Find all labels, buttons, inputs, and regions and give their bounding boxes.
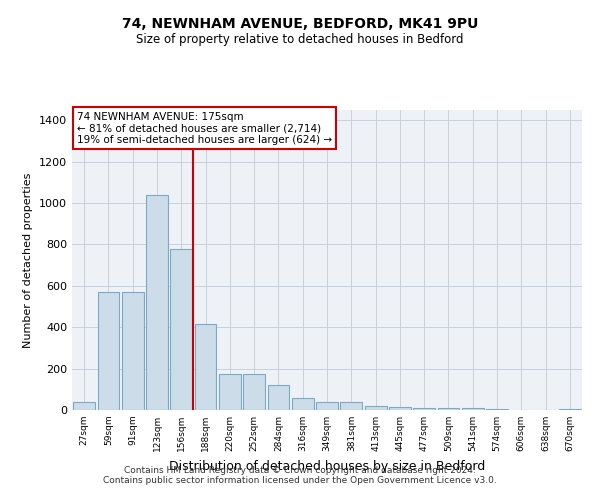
Bar (486, 409, 508, 410)
Bar (292, 398, 314, 410)
Bar (413, 408, 435, 410)
X-axis label: Distribution of detached houses by size in Bedford: Distribution of detached houses by size … (169, 460, 485, 472)
Bar (559, 409, 581, 410)
Bar (170, 248, 192, 410)
Bar (340, 402, 362, 410)
Bar (122, 292, 143, 410)
Bar (146, 195, 168, 410)
Bar (73, 402, 95, 410)
Bar (462, 408, 484, 410)
Bar (194, 324, 217, 410)
Text: 74 NEWNHAM AVENUE: 175sqm
← 81% of detached houses are smaller (2,714)
19% of se: 74 NEWNHAM AVENUE: 175sqm ← 81% of detac… (77, 112, 332, 144)
Y-axis label: Number of detached properties: Number of detached properties (23, 172, 34, 348)
Text: Size of property relative to detached houses in Bedford: Size of property relative to detached ho… (136, 32, 464, 46)
Bar (389, 407, 411, 410)
Bar (268, 385, 289, 410)
Bar (243, 374, 265, 410)
Bar (316, 402, 338, 410)
Bar (437, 408, 460, 410)
Bar (219, 374, 241, 410)
Bar (97, 292, 119, 410)
Text: Contains HM Land Registry data © Crown copyright and database right 2024.
Contai: Contains HM Land Registry data © Crown c… (103, 466, 497, 485)
Bar (365, 406, 386, 410)
Text: 74, NEWNHAM AVENUE, BEDFORD, MK41 9PU: 74, NEWNHAM AVENUE, BEDFORD, MK41 9PU (122, 18, 478, 32)
